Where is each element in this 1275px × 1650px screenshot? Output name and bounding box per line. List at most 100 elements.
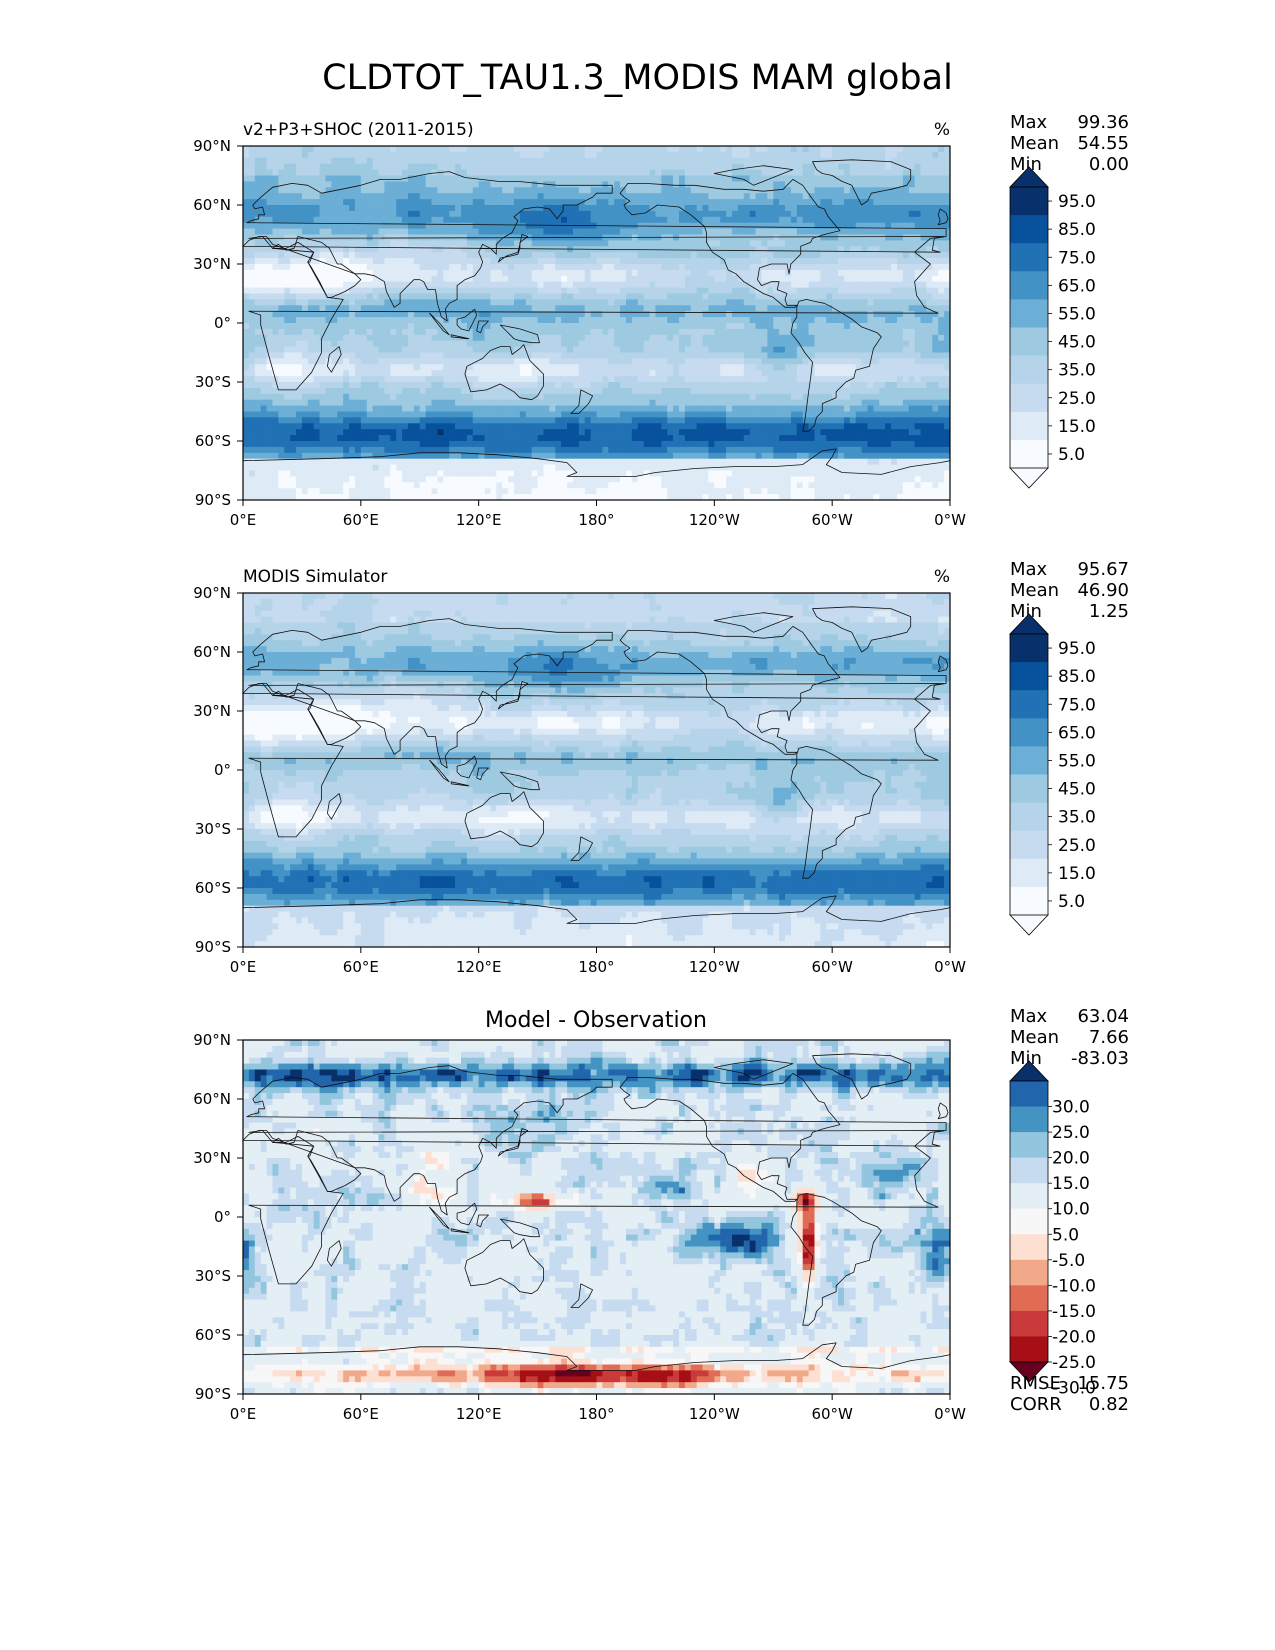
heat-cell [879,340,886,347]
heat-cell [637,340,644,347]
heat-cell [873,246,880,253]
heat-cell [684,228,692,235]
heat-cell [472,323,480,330]
heat-cell [808,323,815,330]
heat-cell [796,299,804,306]
heat-cell [531,246,538,253]
heat-cell [920,234,927,241]
heat-cell [678,258,686,265]
heat-cell [785,146,792,153]
heat-cell [908,146,915,153]
heat-cell [366,169,373,176]
heat-cell [684,352,692,359]
heat-cell [508,205,515,212]
heat-cell [920,187,927,194]
heat-cell [855,376,862,383]
heat-cell [667,258,674,265]
heat-cell [396,258,403,265]
heat-cell [832,364,839,371]
heat-cell [260,216,267,224]
heat-cell [567,311,574,318]
heat-cell [932,264,939,271]
heat-cell [938,181,945,188]
heat-cell [360,305,368,312]
heat-cell [891,334,898,342]
heat-cell [761,328,768,336]
heat-cell [443,334,450,342]
heat-cell [278,264,285,271]
heat-cell [867,311,874,318]
heat-cell [661,146,668,153]
heat-cell [531,352,538,359]
heat-cell [354,252,362,259]
heat-cell [478,293,485,300]
heat-cell [260,293,267,300]
heat-cell [590,293,597,300]
heat-cell [384,169,391,176]
heat-cell [413,317,421,324]
heat-cell [296,252,303,259]
heat-cell [431,210,438,218]
heat-cell [790,169,798,176]
heat-cell [508,258,515,265]
heat-cell [655,151,662,159]
heat-cell [419,163,426,170]
heat-cell [325,323,332,330]
heat-cell [732,334,739,342]
heat-cell [661,187,668,194]
heat-cell [478,187,485,194]
heat-cell [567,175,574,182]
heat-cell [449,146,456,153]
heat-cell [266,293,273,300]
heat-cell [419,246,426,253]
heat-cell [307,269,315,277]
heat-cell [696,269,703,277]
heat-cell [796,210,804,218]
heat-cell [761,234,768,241]
heat-cell [313,234,320,241]
heat-cell [749,346,756,353]
heat-cell [661,169,668,176]
heat-cell [596,193,603,200]
heat-cell [749,246,756,253]
heat-cell [319,151,326,159]
heat-cell [331,193,338,200]
heat-cell [531,157,538,165]
heat-cell [720,334,727,342]
heat-cell [254,287,262,294]
heat-cell [908,240,915,247]
heat-cell [372,299,379,306]
heat-cell [319,334,326,342]
heat-cell [349,193,356,200]
heat-cell [873,376,880,383]
heat-cell [667,181,674,188]
heat-cell [543,328,550,336]
heat-cell [702,340,709,347]
heat-cell [349,151,356,159]
heat-cell [938,287,945,294]
heat-cell [519,340,527,347]
heat-cell [785,382,792,389]
heat-cell [696,169,703,176]
heat-cell [684,193,692,200]
heat-cell [496,193,503,200]
heat-cell [284,157,291,165]
heat-cell [678,352,686,359]
heat-cell [496,275,503,283]
heat-cell [796,370,804,377]
heat-cell [319,169,326,176]
heat-cell [366,157,373,165]
heat-cell [938,269,945,277]
heat-cell [661,157,668,165]
heat-cell [843,340,851,347]
heat-cell [366,187,373,194]
heat-cell [608,205,615,212]
heat-cell [584,157,591,165]
heat-cell [460,281,468,288]
heat-cell [779,275,786,283]
heat-cell [466,151,474,159]
heat-cell [272,328,279,336]
heat-cell [926,216,933,224]
heat-cell [696,358,703,365]
heat-cell [407,222,415,229]
